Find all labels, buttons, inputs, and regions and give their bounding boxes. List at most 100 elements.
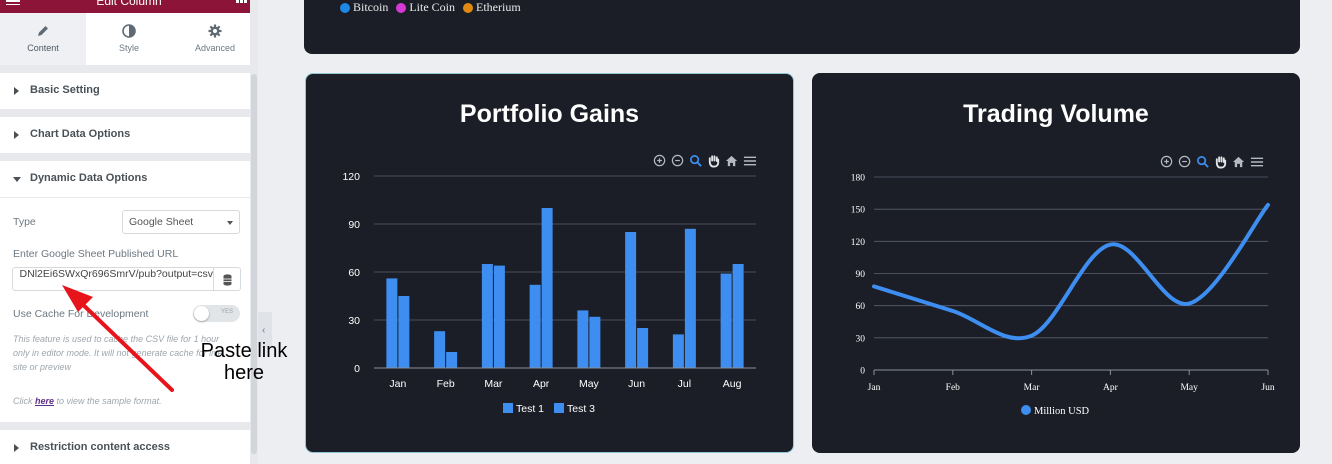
legend-label: Etherium — [476, 0, 521, 14]
pan-hand-icon[interactable] — [1214, 155, 1228, 169]
tab-content-label: Content — [27, 43, 59, 53]
y-tick-label: 60 — [856, 302, 866, 312]
bar-test-1[interactable] — [625, 232, 637, 368]
x-tick-label: Apr — [1103, 383, 1119, 393]
type-select-value: Google Sheet — [129, 216, 194, 228]
section-label: Restriction content access — [30, 441, 170, 453]
scrollbar-thumb[interactable] — [251, 74, 257, 454]
legend-label[interactable]: Million USD — [1034, 406, 1090, 417]
bar-test-3[interactable] — [446, 352, 458, 368]
x-tick-label: Jan — [868, 383, 881, 393]
y-tick-label: 30 — [348, 315, 360, 327]
y-tick-label: 180 — [851, 174, 866, 184]
panel-scrollbar[interactable] — [250, 0, 258, 464]
caret-right-icon — [14, 131, 19, 139]
x-tick-label: Jun — [628, 378, 645, 390]
section-basic-setting[interactable]: Basic Setting — [0, 73, 258, 110]
legend-swatch[interactable] — [503, 403, 513, 413]
pan-hand-icon[interactable] — [707, 154, 721, 168]
bar-test-3[interactable] — [732, 264, 744, 368]
legend-item-etherium[interactable]: Etherium — [463, 0, 521, 15]
editor-panel: Edit Column Content Style Advanced Basic… — [0, 0, 258, 464]
x-tick-label: May — [579, 378, 600, 390]
bar-test-3[interactable] — [589, 316, 601, 368]
section-restriction-content-access[interactable]: Restriction content access — [0, 430, 258, 464]
bar-test-1[interactable] — [720, 273, 732, 368]
section-divider — [0, 109, 258, 117]
y-tick-label: 30 — [856, 334, 866, 344]
bar-test-3[interactable] — [493, 265, 505, 368]
tab-advanced[interactable]: Advanced — [172, 13, 258, 65]
bar-test-1[interactable] — [577, 310, 589, 368]
panel-divider — [0, 65, 258, 73]
toggle-text: YES — [220, 309, 233, 315]
chart-toolbar — [1160, 155, 1264, 169]
y-tick-label: 90 — [348, 219, 360, 231]
chart-toolbar — [653, 154, 757, 168]
zoom-out-icon[interactable] — [671, 154, 685, 168]
magnifier-icon[interactable] — [689, 154, 703, 168]
zoom-in-icon[interactable] — [653, 154, 667, 168]
bar-test-1[interactable] — [481, 264, 493, 368]
x-tick-label: Apr — [533, 378, 550, 390]
bar-test-1[interactable] — [434, 331, 446, 368]
bar-test-1[interactable] — [529, 284, 541, 368]
section-dynamic-data-options[interactable]: Dynamic Data Options — [0, 161, 258, 198]
legend-label: Bitcoin — [353, 0, 389, 14]
legend-dot — [396, 2, 407, 13]
grid-icon[interactable] — [236, 0, 248, 5]
panel-collapse-handle[interactable]: ‹ — [258, 312, 272, 348]
tab-style[interactable]: Style — [86, 13, 172, 65]
section-label: Dynamic Data Options — [30, 172, 148, 184]
bar-test-1[interactable] — [386, 278, 398, 368]
chart-title: Portfolio Gains — [459, 100, 640, 128]
sample-suffix: to view the sample format. — [56, 396, 162, 406]
series-line-million-usd[interactable] — [872, 202, 1270, 341]
legend-dot[interactable] — [1021, 405, 1031, 415]
bar-test-1[interactable] — [672, 334, 684, 368]
contrast-icon — [122, 24, 136, 38]
caret-right-icon — [14, 444, 19, 452]
legend-label[interactable]: Test 3 — [567, 403, 595, 415]
x-tick-label: Aug — [723, 378, 742, 390]
panel-title: Edit Column — [96, 0, 162, 8]
magnifier-icon[interactable] — [1196, 155, 1210, 169]
panel-header: Edit Column — [0, 0, 258, 13]
home-icon[interactable] — [725, 154, 739, 168]
annotation-text: Paste link here — [200, 340, 288, 384]
menu-icon[interactable] — [743, 154, 757, 168]
x-tick-label: Mar — [484, 378, 503, 390]
menu-icon[interactable] — [1250, 155, 1264, 169]
bar-test-3[interactable] — [398, 296, 410, 368]
bar-test-3[interactable] — [541, 208, 553, 368]
trading-volume-line-chart: 0 30 60 90 120 150 180 Jan Feb Mar Apr May Jun Millio… — [851, 174, 1275, 418]
home-icon[interactable] — [1232, 155, 1246, 169]
page-scroll-area — [1310, 0, 1332, 464]
tab-content[interactable]: Content — [0, 13, 86, 65]
legend-swatch[interactable] — [554, 403, 564, 413]
bar-test-3[interactable] — [637, 328, 649, 368]
legend-label: Lite Coin — [409, 0, 456, 14]
zoom-out-icon[interactable] — [1178, 155, 1192, 169]
hamburger-icon[interactable] — [6, 0, 20, 6]
type-select[interactable]: Google Sheet — [122, 210, 240, 234]
cache-toggle[interactable]: YES — [193, 305, 240, 322]
bar-test-3[interactable] — [684, 228, 696, 368]
url-label: Enter Google Sheet Published URL — [13, 248, 179, 260]
x-tick-label: Mar — [1024, 383, 1041, 393]
top-legend: Bitcoin Lite Coin Etherium — [340, 0, 521, 15]
zoom-in-icon[interactable] — [1160, 155, 1174, 169]
sheet-url-input[interactable]: DNl2Ei6SWxQr696SmrV/pub?output=csv — [12, 267, 214, 291]
x-tick-label: May — [1180, 383, 1198, 393]
dynamic-tags-button[interactable] — [214, 267, 241, 291]
section-label: Basic Setting — [30, 84, 100, 96]
legend-dot — [340, 2, 350, 13]
legend-label[interactable]: Test 1 — [516, 403, 544, 415]
legend-item-bitcoin[interactable]: Bitcoin — [340, 0, 388, 15]
sample-format-link[interactable]: here — [35, 396, 55, 406]
tab-style-label: Style — [118, 43, 139, 53]
section-chart-data-options[interactable]: Chart Data Options — [0, 117, 258, 154]
cache-label: Use Cache For Development — [13, 308, 149, 320]
y-tick-label: 0 — [860, 367, 865, 377]
legend-item-lite-coin[interactable]: Lite Coin — [396, 0, 455, 15]
